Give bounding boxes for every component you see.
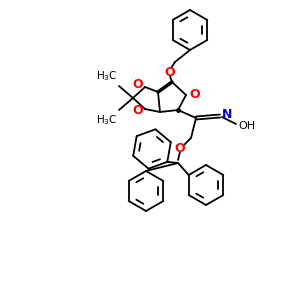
Text: OH: OH (238, 121, 255, 131)
Text: O: O (132, 104, 143, 118)
Text: O: O (165, 65, 175, 79)
Text: O: O (132, 79, 143, 92)
Text: N: N (222, 109, 232, 122)
Text: O: O (175, 142, 185, 154)
Text: H$_3$C: H$_3$C (96, 69, 118, 83)
Text: O: O (189, 88, 200, 101)
Text: H$_3$C: H$_3$C (96, 113, 118, 127)
